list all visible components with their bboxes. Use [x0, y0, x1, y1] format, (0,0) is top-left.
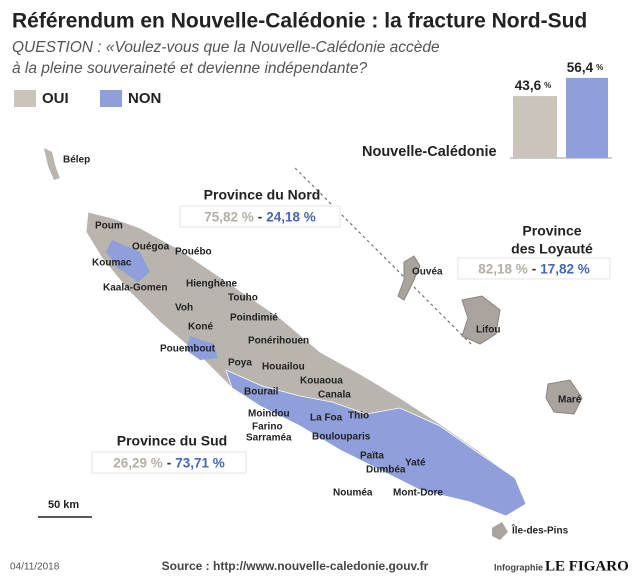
brand: LE FIGARO — [545, 558, 629, 574]
island-lifou — [461, 295, 501, 345]
place-label: Ouégoa — [132, 242, 170, 253]
place-label: Thio — [348, 411, 369, 422]
bar-title: Nouvelle-Calédonie — [362, 144, 497, 160]
place-label: Boulouparis — [312, 432, 371, 443]
island-ile-des-pins — [492, 522, 508, 540]
province-result-box — [91, 451, 247, 474]
province-result-box — [457, 257, 611, 280]
province-name: Province — [522, 223, 581, 239]
place-label: Bourail — [244, 387, 279, 398]
place-label: Ponérihouen — [248, 336, 309, 347]
bar-title-bg — [356, 142, 510, 164]
province-result-box — [179, 205, 341, 228]
koumac-non-area — [106, 240, 150, 282]
island-mare — [545, 379, 583, 415]
bar — [566, 77, 608, 158]
question: à la pleine souveraineté et devienne ind… — [12, 60, 367, 77]
place-label: Poum — [95, 221, 123, 232]
province-name: Province du Sud — [117, 433, 227, 449]
place-label: Pouembout — [160, 344, 216, 355]
unit-text: % — [596, 63, 603, 72]
non-value: 73,71 % — [175, 455, 225, 470]
place-label: Île-des-Pins — [511, 524, 569, 537]
province-result: 75,82 % -24,18 % — [204, 209, 316, 224]
place-label: Poya — [228, 358, 252, 369]
bar — [513, 96, 557, 158]
place-label: Lifou — [476, 325, 500, 336]
non-value: 24,18 % — [266, 209, 316, 224]
place-label: Maré — [558, 395, 582, 406]
island-ouvea — [397, 255, 421, 301]
place-label: Ouvéa — [412, 267, 443, 278]
place-label: Sarraméa — [246, 433, 292, 444]
title: Référendum en Nouvelle-Calédonie : la fr… — [12, 10, 587, 33]
place-label: Yaté — [405, 458, 426, 469]
place-label: Canala — [318, 390, 351, 401]
oui-value: 82,18 % — [478, 261, 528, 276]
legend-swatch — [100, 90, 122, 107]
place-label: Mont-Dore — [393, 488, 443, 499]
separator: - — [167, 455, 172, 470]
island-belep — [44, 148, 60, 180]
source: Source : http://www.nouvelle-caledonie.g… — [162, 559, 429, 573]
credit: Infographie — [494, 562, 543, 572]
scale-label: 50 km — [48, 499, 79, 511]
place-label: Bélep — [63, 155, 90, 166]
place-label: Kouaoua — [300, 376, 343, 387]
place-label: Poindimié — [230, 313, 278, 324]
separator: - — [532, 261, 537, 276]
oui-value: 75,82 % — [204, 209, 254, 224]
place-label: Koné — [188, 322, 213, 333]
oui-value: 26,29 % — [113, 455, 163, 470]
place-label: Farino — [252, 422, 283, 433]
province-result: 82,18 % -17,82 % — [478, 261, 590, 276]
value-text: 56,4 — [567, 59, 594, 74]
bar-value-label: 43,6% — [515, 78, 551, 93]
place-label: Dumbéa — [366, 465, 406, 476]
unit-text: % — [544, 81, 551, 90]
map — [44, 148, 583, 540]
place-label: Hienghène — [186, 279, 238, 290]
place-label: Koumac — [92, 258, 132, 269]
place-label: Païta — [360, 451, 384, 462]
province-name: Province du Nord — [204, 187, 321, 203]
legend-label: NON — [128, 90, 161, 107]
non-value: 17,82 % — [540, 261, 590, 276]
date: 04/11/2018 — [10, 562, 60, 573]
south-non-area — [225, 369, 527, 517]
place-label: Touho — [228, 293, 258, 304]
legend-label: OUI — [42, 90, 69, 107]
province-result: 26,29 % -73,71 % — [113, 455, 225, 470]
value-text: 43,6 — [515, 78, 542, 93]
separator: - — [258, 209, 263, 224]
place-label: La Foa — [310, 413, 343, 424]
question: QUESTION : «Voulez-vous que la Nouvelle-… — [12, 39, 440, 56]
province-name: des Loyauté — [511, 241, 593, 257]
place-label: Kaala-Gomen — [103, 283, 167, 294]
place-label: Nouméa — [333, 488, 373, 499]
pouembout-non-area — [186, 336, 218, 360]
legend-swatch — [14, 90, 36, 107]
bar-value-label: 56,4% — [567, 59, 603, 74]
place-label: Pouébo — [175, 247, 212, 258]
place-label: Houailou — [262, 362, 305, 373]
place-label: Voh — [175, 303, 193, 314]
place-label: Moindou — [248, 409, 290, 420]
